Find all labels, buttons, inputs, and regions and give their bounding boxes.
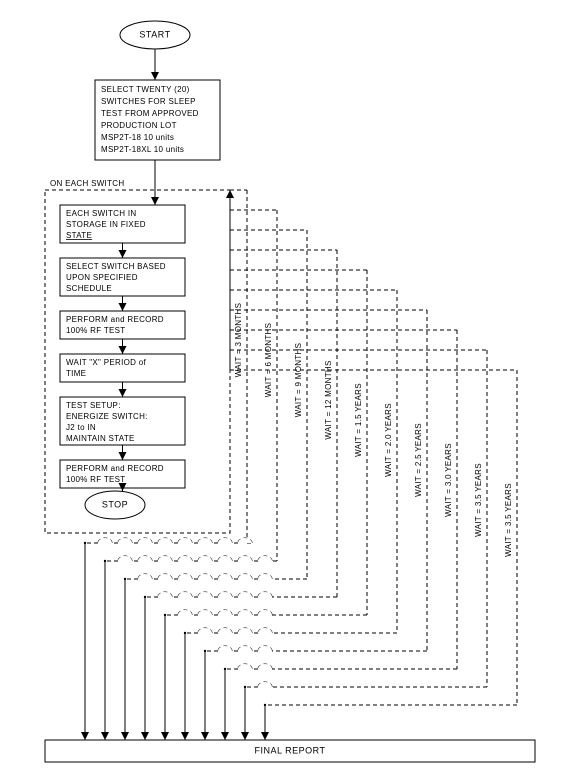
wait-label-4: WAIT = 1.5 YEARS bbox=[354, 383, 363, 457]
step-box-0-text: EACH SWITCH INSTORAGE IN FIXEDSTATE bbox=[66, 209, 146, 240]
wait-label-3: WAIT = 12 MONTHS bbox=[324, 360, 333, 439]
step-box-2-text: PERFORM and RECORD100% RF TEST bbox=[66, 315, 164, 335]
wait-label-0: WAIT = 3 MONTHS bbox=[234, 303, 243, 378]
final-report-label: FINAL REPORT bbox=[254, 745, 325, 755]
start-label: START bbox=[139, 29, 170, 39]
select-box-text: SELECT TWENTY (20)SWITCHES FOR SLEEPTEST… bbox=[101, 85, 199, 154]
step-box-3-text: WAIT "X" PERIOD ofTIME bbox=[66, 358, 146, 378]
wait-label-7: WAIT = 3.0 YEARS bbox=[444, 443, 453, 517]
wait-label-2: WAIT = 9 MONTHS bbox=[294, 343, 303, 418]
wait-label-9: WAIT = 3.5 YEARS bbox=[504, 483, 513, 557]
wait-label-5: WAIT = 2.0 YEARS bbox=[384, 403, 393, 477]
stop-label: STOP bbox=[102, 499, 128, 509]
step-box-1-text: SELECT SWITCH BASEDUPON SPECIFIEDSCHEDUL… bbox=[66, 262, 166, 293]
step-box-5-text: PERFORM and RECORD100% RF TEST bbox=[66, 464, 164, 484]
wait-label-8: WAIT = 3.5 YEARS bbox=[474, 463, 483, 537]
outer-dashed-label: ON EACH SWITCH bbox=[50, 179, 124, 188]
step-box-4-text: TEST SETUP:ENERGIZE SWITCH:J2 to INMAINT… bbox=[66, 401, 148, 443]
wait-label-6: WAIT = 2.5 YEARS bbox=[414, 423, 423, 497]
wait-label-1: WAIT = 6 MONTHS bbox=[264, 323, 273, 398]
